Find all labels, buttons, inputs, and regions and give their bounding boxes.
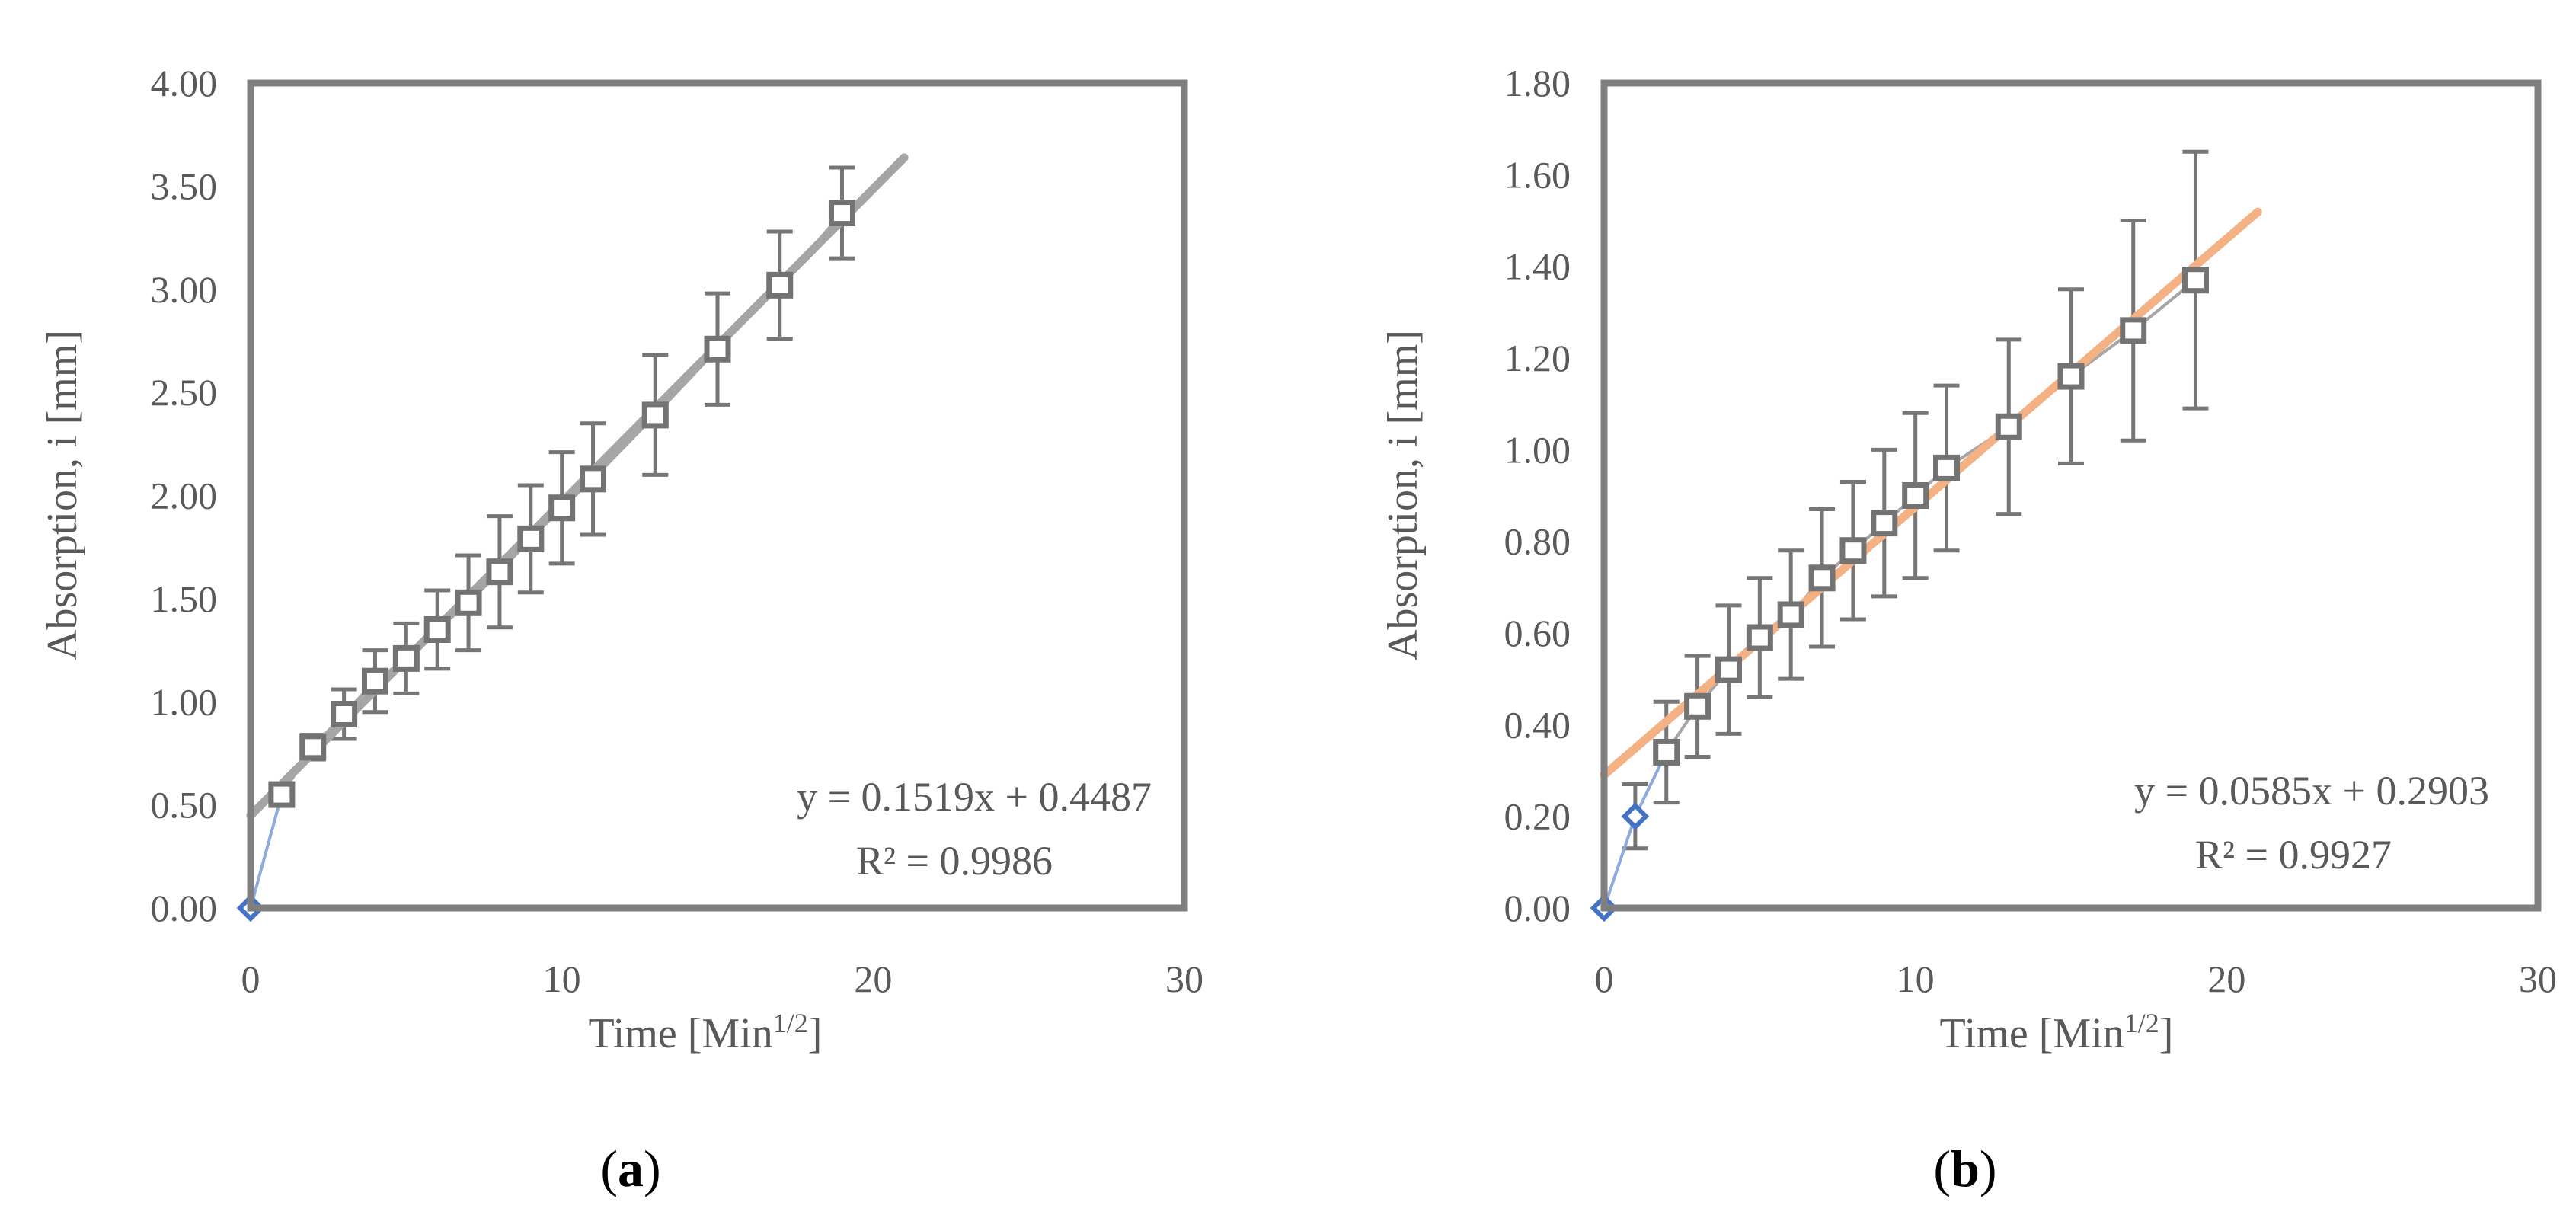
chart-a-plot-area [247, 79, 1188, 912]
x-tick-label: 20 [854, 958, 892, 1000]
chart-b-trend-equation: y = 0.0585x + 0.2903 [2134, 768, 2489, 814]
y-tick-label: 0.20 [1504, 795, 1571, 838]
data-point [1839, 537, 1867, 564]
x-tick-label: 30 [1165, 958, 1203, 1000]
chart-a: 0.00 0.50 1.00 1.50 2.00 2.50 3.00 3.50 4.00 0 10… [39, 62, 1203, 1197]
data-point [1653, 738, 1680, 766]
data-point [1933, 454, 1961, 481]
data-point [486, 558, 513, 586]
y-tick-label: 1.80 [1504, 62, 1571, 104]
y-tick-label: 0.50 [151, 784, 218, 827]
data-point [1808, 564, 1836, 592]
y-tick-label: 3.50 [151, 165, 218, 207]
data-point [1871, 510, 1898, 537]
trend-line [246, 153, 909, 820]
y-tick-label: 1.00 [151, 680, 218, 723]
y-tick-label: 3.00 [151, 268, 218, 311]
chart-b-markers [1590, 267, 2209, 922]
chart-b-x-ticks: 0 10 20 30 [1595, 958, 2558, 1000]
chart-a-trend-equation: y = 0.1519x + 0.4487 [797, 774, 1152, 820]
chart-b-r-squared: R² = 0.9927 [2195, 832, 2392, 878]
data-point [548, 494, 576, 522]
panel-label-a: (a) [600, 1140, 660, 1197]
chart-b: 0.00 0.20 0.40 0.60 0.80 1.00 1.20 1.40 1.60 1.80… [1379, 62, 2557, 1197]
chart-a-markers [236, 200, 855, 922]
chart-a-r-squared: R² = 0.9986 [856, 838, 1053, 884]
y-tick-label: 4.00 [151, 62, 218, 104]
data-point [299, 734, 327, 761]
y-tick-label: 1.40 [1504, 245, 1571, 288]
origin-series-line [249, 794, 283, 909]
y-tick-label: 0.00 [1504, 887, 1571, 929]
y-tick-label: 2.50 [151, 371, 218, 414]
data-point [580, 465, 607, 493]
x-tick-label: 0 [241, 958, 260, 1000]
series-line [1665, 279, 2197, 753]
y-tick-label: 1.60 [1504, 153, 1571, 196]
x-tick-label: 10 [1897, 958, 1935, 1000]
origin-data-point [1621, 802, 1650, 830]
chart-a-x-axis-title: Time [Min1/2] [589, 1008, 823, 1057]
chart-a-y-ticks: 0.00 0.50 1.00 1.50 2.00 2.50 3.00 3.50 4.00 [151, 62, 218, 929]
data-point [828, 200, 855, 227]
x-tick-label: 10 [543, 958, 581, 1000]
y-tick-label: 0.00 [151, 887, 218, 929]
data-point [704, 335, 731, 363]
y-tick-label: 1.00 [1504, 428, 1571, 471]
y-tick-label: 0.40 [1504, 703, 1571, 746]
y-tick-label: 0.60 [1504, 612, 1571, 654]
data-point [361, 667, 388, 695]
data-point [331, 700, 358, 727]
y-tick-label: 1.20 [1504, 337, 1571, 379]
trend-line [1600, 207, 2262, 779]
y-tick-label: 0.80 [1504, 520, 1571, 563]
data-point [641, 401, 669, 429]
panel-label-b: (b) [1933, 1140, 1996, 1197]
data-point [766, 271, 794, 299]
chart-b-error-bars [1622, 149, 2209, 851]
chart-b-y-ticks: 0.00 0.20 0.40 0.60 0.80 1.00 1.20 1.40 1.60 1.80 [1504, 62, 1571, 929]
data-point [1715, 656, 1742, 683]
chart-a-y-axis-title: Absorption, i [mm] [39, 330, 86, 660]
data-point [517, 525, 545, 552]
data-point [423, 615, 451, 643]
data-point [1777, 601, 1804, 628]
y-tick-label: 1.50 [151, 577, 218, 620]
x-tick-label: 30 [2519, 958, 2557, 1000]
data-point [1995, 413, 2022, 440]
data-point [1902, 482, 1929, 509]
data-point [1746, 624, 1773, 651]
x-tick-label: 20 [2207, 958, 2245, 1000]
y-tick-label: 2.00 [151, 475, 218, 517]
data-point [268, 781, 296, 808]
data-point [1684, 692, 1711, 720]
data-point [2120, 317, 2147, 344]
data-point [455, 589, 482, 616]
x-tick-label: 0 [1595, 958, 1614, 1000]
chart-b-x-axis-title: Time [Min1/2] [1940, 1008, 2174, 1057]
chart-a-x-ticks: 0 10 20 30 [241, 958, 1204, 1000]
data-point [392, 644, 420, 672]
chart-b-plot-area [1600, 79, 2542, 912]
data-point [2057, 363, 2085, 390]
data-point [2181, 267, 2209, 294]
chart-b-y-axis-title: Absorption, i [mm] [1379, 330, 1427, 660]
